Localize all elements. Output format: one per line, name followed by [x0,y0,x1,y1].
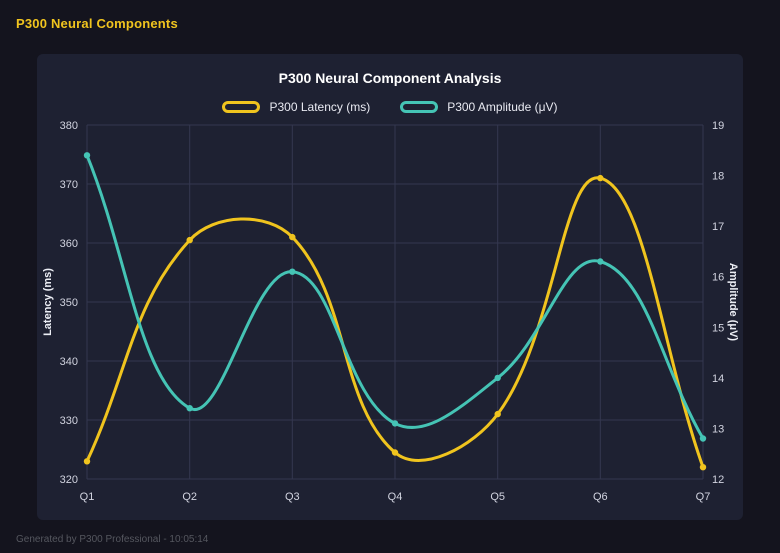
p300-latency-ms-data-point [83,458,91,465]
chart-card: P300 Neural Component Analysis P300 Late… [37,54,743,520]
left-axis-tick-label: 350 [60,297,78,309]
legend-swatch [222,101,261,113]
p300-latency-ms-data-point [699,464,707,471]
right-axis-tick-label: 17 [712,221,724,233]
left-axis-tick-label: 380 [60,120,78,132]
p300-latency-ms-data-point [289,233,296,241]
right-axis-tick-label: 18 [712,171,724,183]
right-axis-tick-label: 16 [712,272,724,284]
x-axis-tick-label: Q7 [696,491,711,503]
footer-status: Generated by P300 Professional - 10:05:1… [16,534,209,545]
left-axis-title: Latency (ms) [42,268,54,336]
x-axis-tick-label: Q2 [182,491,197,503]
left-axis-tick-label: 370 [60,179,78,191]
legend-swatch [400,101,439,113]
p300-amplitude-v-data-point [699,435,707,442]
legend-label: P300 Latency (ms) [269,100,371,114]
p300-amplitude-v-data-point [391,420,399,427]
left-axis-tick-label: 320 [60,474,78,486]
p300-amplitude-v-data-point [83,152,91,159]
x-axis-tick-label: Q3 [285,491,300,503]
right-axis-tick-label: 15 [712,322,724,334]
page-title: P300 Neural Components [16,16,178,31]
legend-item-p300-latency-ms[interactable]: P300 Latency (ms) [222,100,370,114]
right-axis-tick-label: 13 [712,423,724,435]
x-axis-tick-label: Q5 [490,491,505,503]
legend-label: P300 Amplitude (μV) [447,100,558,114]
right-axis-tick-label: 12 [712,474,724,486]
chart-title: P300 Neural Component Analysis [278,70,502,86]
p300-latency-ms-data-point [597,174,604,182]
right-axis-tick-label: 19 [712,120,724,132]
x-axis-tick-label: Q6 [593,491,608,503]
p300-latency-ms-data-point [391,449,399,456]
left-axis-tick-label: 340 [60,356,78,368]
x-axis-tick-label: Q4 [388,491,403,503]
p300-latency-ms-data-point [494,410,501,418]
left-axis-tick-label: 360 [60,238,78,250]
p300-latency-ms-data-point [186,236,193,244]
legend-item-p300-amplitude-v[interactable]: P300 Amplitude (μV) [400,100,558,114]
p300-amplitude-v-data-point [186,405,193,412]
x-axis-tick-label: Q1 [80,491,95,503]
right-axis-tick-label: 14 [712,373,724,385]
left-axis-tick-label: 330 [60,415,78,427]
chart-legend: P300 Latency (ms) P300 Amplitude (μV) [37,97,743,117]
right-axis-title: Amplitude (μV) [727,263,739,342]
p300-amplitude-v-data-point [494,374,501,382]
p300-amplitude-v-data-point [597,258,604,265]
chart-svg: 320 330 340 350 360 370 380 12 13 14 15 16 17 18 19 Q1 Q… [42,120,739,503]
p300-amplitude-v-data-point [289,268,296,275]
